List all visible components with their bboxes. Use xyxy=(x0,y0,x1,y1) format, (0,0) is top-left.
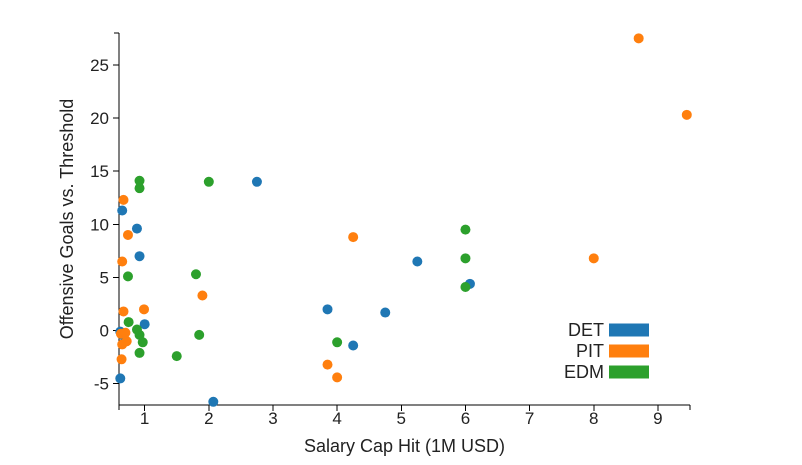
data-point-edm xyxy=(134,175,145,186)
data-point-edm xyxy=(123,317,134,328)
y-tick-label: -5 xyxy=(94,375,109,394)
y-tick-label: 20 xyxy=(90,109,109,128)
legend-label-pit: PIT xyxy=(576,341,604,361)
data-point-edm xyxy=(332,337,343,348)
points-layer xyxy=(115,33,692,407)
data-point-edm xyxy=(460,224,471,235)
legend-swatch-pit xyxy=(609,344,649,358)
data-point-det xyxy=(412,256,423,267)
data-point-pit xyxy=(120,327,131,338)
data-point-det xyxy=(251,176,262,187)
data-point-pit xyxy=(681,109,692,120)
data-point-det xyxy=(348,340,359,351)
data-point-edm xyxy=(190,269,201,280)
data-point-det xyxy=(117,205,128,216)
data-point-pit xyxy=(332,372,343,383)
data-point-pit xyxy=(117,256,128,267)
data-point-pit xyxy=(633,33,644,44)
y-tick-label: 10 xyxy=(90,215,109,234)
data-point-edm xyxy=(171,351,182,362)
y-tick-label: 15 xyxy=(90,162,109,181)
x-axis-title: Salary Cap Hit (1M USD) xyxy=(304,436,505,456)
data-point-det xyxy=(115,373,126,384)
data-point-edm xyxy=(122,271,133,282)
data-point-pit xyxy=(116,354,127,365)
data-point-det xyxy=(131,223,142,234)
data-point-pit xyxy=(197,290,208,301)
data-point-edm xyxy=(134,347,145,358)
y-tick-label: 0 xyxy=(100,322,109,341)
data-point-pit xyxy=(122,229,133,240)
data-point-det xyxy=(134,251,145,262)
data-point-edm xyxy=(460,282,471,293)
x-tick-label: 9 xyxy=(653,409,662,428)
x-tick-label: 2 xyxy=(204,409,213,428)
legend-label-det: DET xyxy=(568,320,604,340)
data-point-det xyxy=(139,319,150,330)
x-tick-label: 1 xyxy=(140,409,149,428)
data-point-edm xyxy=(203,176,214,187)
data-point-pit xyxy=(322,359,333,370)
x-tick-label: 4 xyxy=(332,409,341,428)
data-point-pit xyxy=(117,339,128,350)
data-point-edm xyxy=(134,183,145,194)
data-point-det xyxy=(208,396,219,407)
x-tick-label: 5 xyxy=(397,409,406,428)
data-point-pit xyxy=(348,232,359,243)
x-tick-label: 7 xyxy=(525,409,534,428)
data-point-pit xyxy=(118,194,129,205)
data-point-pit xyxy=(118,306,129,317)
x-tick-label: 8 xyxy=(589,409,598,428)
y-axis-title: Offensive Goals vs. Threshold xyxy=(57,99,77,339)
y-tick-label: 5 xyxy=(100,268,109,287)
legend-swatch-det xyxy=(609,323,649,337)
legend-swatch-edm xyxy=(609,365,649,379)
data-point-pit xyxy=(139,304,150,315)
y-tick-label: 25 xyxy=(90,56,109,75)
legend-label-edm: EDM xyxy=(564,362,604,382)
data-point-edm xyxy=(194,329,205,340)
data-point-pit xyxy=(588,253,599,264)
axes-layer: 1 2 3 4 5 6 7 8 9 -5 0 5 10 15 20 25 xyxy=(90,32,691,428)
x-tick-label: 3 xyxy=(268,409,277,428)
data-point-det xyxy=(380,307,391,318)
data-point-det xyxy=(322,304,333,315)
data-point-edm xyxy=(460,253,471,264)
x-tick-label: 6 xyxy=(461,409,470,428)
data-point-edm xyxy=(137,337,148,348)
